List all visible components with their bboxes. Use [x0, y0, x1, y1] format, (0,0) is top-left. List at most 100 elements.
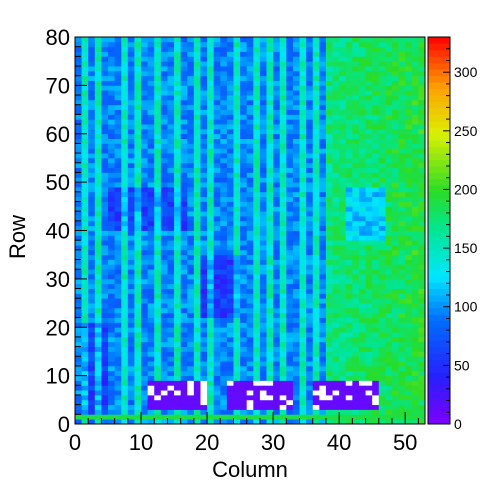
heatmap-cell [411, 283, 419, 289]
heatmap-cell [81, 385, 89, 391]
heatmap-cell [200, 133, 208, 139]
heatmap-cell [319, 322, 327, 328]
heatmap-cell [114, 66, 122, 72]
heatmap-cell [352, 269, 360, 275]
heatmap-cell [226, 341, 234, 347]
heatmap-cell [312, 206, 320, 212]
heatmap-cell [127, 351, 135, 357]
heatmap-cell [345, 322, 353, 328]
heatmap-cell [312, 249, 320, 256]
heatmap-cell [325, 390, 333, 396]
heatmap-cell [286, 361, 294, 367]
heatmap-cell [279, 327, 287, 333]
heatmap-cell [405, 182, 413, 188]
heatmap-cell [325, 303, 333, 309]
heatmap-cell [193, 235, 201, 241]
heatmap-cell [391, 404, 399, 410]
heatmap-cell [94, 133, 102, 139]
heatmap-cell [207, 317, 215, 323]
heatmap-cell [358, 215, 366, 222]
heatmap-cell [114, 114, 122, 120]
heatmap-cell [174, 37, 182, 43]
heatmap-cell [325, 235, 333, 241]
heatmap-cell [180, 419, 188, 425]
heatmap-cell [108, 206, 116, 212]
heatmap-cell [339, 143, 347, 149]
heatmap-cell [352, 133, 360, 139]
heatmap-cell [160, 356, 168, 362]
heatmap-cell [147, 336, 155, 343]
heatmap-cell [339, 240, 347, 246]
heatmap-cell [253, 51, 261, 57]
heatmap-cell [213, 104, 221, 110]
heatmap-cell [411, 167, 419, 173]
heatmap-cell [127, 128, 135, 135]
heatmap-cell [385, 332, 393, 338]
heatmap-cell [246, 394, 254, 401]
heatmap-cell [147, 99, 155, 106]
heatmap-cell [332, 317, 340, 323]
heatmap-cell [207, 201, 215, 207]
heatmap-cell [207, 336, 215, 343]
heatmap-cell [81, 99, 89, 106]
heatmap-cell [207, 332, 215, 338]
heatmap-cell [352, 220, 360, 227]
heatmap-cell [246, 346, 254, 352]
heatmap-cell [405, 298, 413, 304]
heatmap-cell [385, 119, 393, 125]
heatmap-cell [306, 66, 314, 72]
heatmap-cell [378, 274, 386, 280]
heatmap-cell [180, 399, 188, 406]
heatmap-cell [121, 167, 129, 173]
heatmap-cell [193, 128, 201, 135]
heatmap-cell [121, 312, 129, 318]
heatmap-cell [358, 95, 366, 101]
heatmap-cell [279, 317, 287, 323]
heatmap-cell [299, 191, 307, 198]
heatmap-cell [154, 293, 162, 299]
heatmap-cell [101, 162, 109, 169]
heatmap-cell [378, 186, 386, 193]
heatmap-cell [259, 351, 267, 357]
heatmap-cell [180, 414, 188, 420]
heatmap-cell [121, 172, 129, 178]
heatmap-cell [94, 288, 102, 294]
heatmap-cell [127, 419, 135, 425]
heatmap-cell [266, 153, 274, 159]
heatmap-cell [259, 307, 267, 314]
heatmap-cell [167, 119, 175, 125]
heatmap-cell [207, 404, 215, 410]
heatmap-cell [174, 95, 182, 101]
heatmap-cell [418, 46, 426, 52]
heatmap-cell [339, 409, 347, 415]
heatmap-cell [226, 138, 234, 144]
heatmap-cell [325, 153, 333, 159]
heatmap-cell [167, 346, 175, 352]
heatmap-cell [365, 157, 373, 164]
heatmap-cell [253, 235, 261, 241]
heatmap-cell [352, 177, 360, 183]
heatmap-cell [411, 124, 419, 130]
heatmap-cell [167, 162, 175, 169]
heatmap-cell [365, 70, 373, 77]
heatmap-cell [213, 215, 221, 222]
heatmap-cell [174, 312, 182, 318]
heatmap-cell [358, 240, 366, 246]
colorbar-swatch [428, 178, 450, 186]
heatmap-cell [372, 341, 380, 347]
heatmap-cell [193, 356, 201, 362]
heatmap-cell [187, 414, 195, 420]
heatmap-cell [75, 157, 82, 164]
heatmap-cell [94, 259, 102, 265]
heatmap-cell [253, 220, 261, 227]
heatmap-cell [167, 390, 175, 396]
heatmap-cell [391, 390, 399, 396]
heatmap-cell [325, 307, 333, 314]
heatmap-cell [339, 365, 347, 372]
heatmap-cell [226, 177, 234, 183]
heatmap-cell [385, 264, 393, 270]
heatmap-cell [233, 104, 241, 110]
heatmap-cell [411, 157, 419, 164]
heatmap-cell [391, 409, 399, 415]
heatmap-cell [279, 409, 287, 415]
